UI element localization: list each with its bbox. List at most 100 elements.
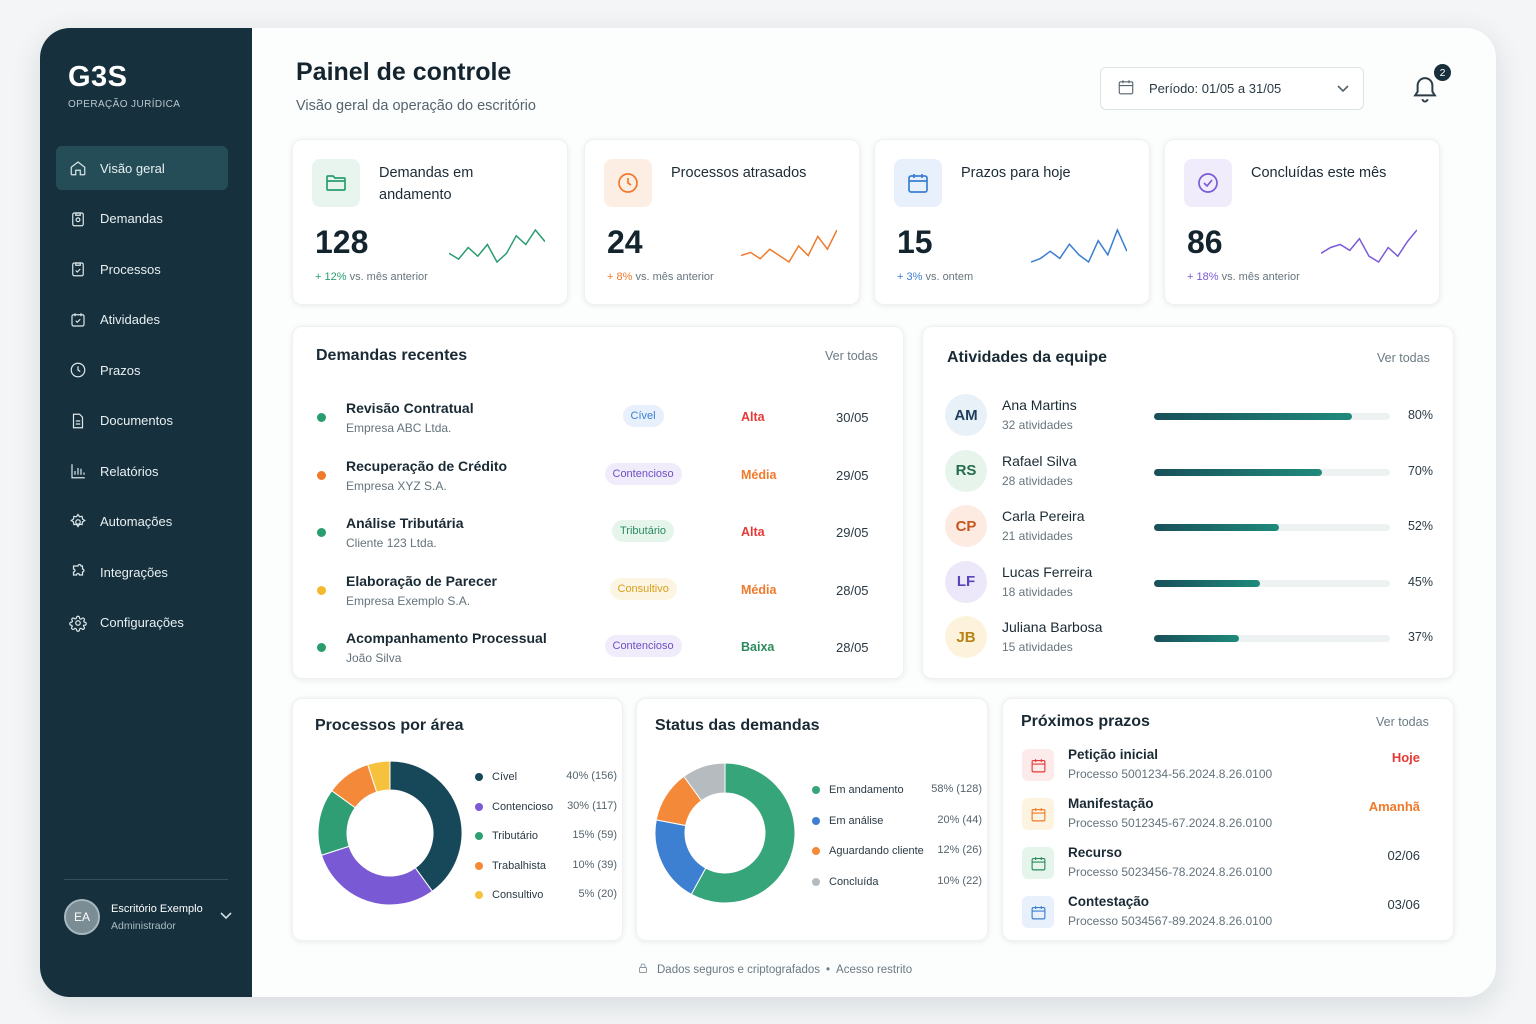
legend-label: Em análise [829, 814, 884, 827]
recent-demands-see-all-link[interactable]: Ver todas [825, 349, 878, 363]
stat-card[interactable]: Demandas em andamento 128 + 12% vs. mês an… [292, 139, 568, 305]
stat-value: 128 [315, 224, 369, 260]
legend-item: Consultivo [475, 888, 543, 902]
donut-slice-concluída[interactable] [683, 763, 726, 802]
status-dot [317, 528, 326, 537]
sidebar-item-8[interactable]: Integrações [56, 550, 228, 594]
legend-item: Contencioso [475, 800, 553, 814]
sidebar-divider [64, 879, 228, 880]
legend-dot [475, 861, 483, 870]
member-name: Ana Martins [1002, 397, 1077, 413]
sparkline [741, 229, 837, 264]
legend-value: 10% (39) [572, 858, 617, 871]
legend-value: 15% (59) [572, 829, 617, 841]
period-select[interactable]: Período: 01/05 a 31/05 [1100, 67, 1364, 110]
user-name: Escritório Exemplo [111, 902, 203, 915]
deadline-process: Processo 5023456-78.2024.8.26.0100 [1068, 865, 1273, 879]
user-menu[interactable]: EA Escritório Exemplo Administrador [64, 899, 232, 935]
team-member-row[interactable]: LF Lucas Ferreira 18 atividades 45% [923, 559, 1453, 607]
progress-fill [1154, 579, 1261, 587]
legend-item: Trabalhista [475, 859, 546, 873]
stat-change: + 3% vs. ontem [897, 271, 973, 283]
deadline-row[interactable]: Petição inicial Processo 5001234-56.2024.… [1003, 747, 1453, 791]
security-text: Dados seguros e criptografados [657, 963, 821, 976]
member-name: Carla Pereira [1002, 508, 1085, 524]
team-activities-title: Atividades da equipe [947, 349, 1108, 366]
demand-client: João Silva [346, 651, 402, 665]
table-row[interactable]: Acompanhamento Processual João Silva Conte… [293, 624, 903, 676]
sidebar-item-7[interactable]: Automações [56, 500, 228, 544]
home-icon [68, 158, 88, 178]
area-tag: Cível [622, 405, 664, 427]
donut-slice-consultivo[interactable] [367, 761, 391, 793]
deadline-process: Processo 5034567-89.2024.8.26.0100 [1068, 914, 1273, 928]
area-tag: Consultivo [609, 577, 677, 600]
sidebar-item-5[interactable]: Documentos [56, 399, 228, 443]
user-role: Administrador [111, 919, 176, 932]
sidebar-item-4[interactable]: Prazos [56, 348, 228, 392]
sidebar-item-6[interactable]: Relatórios [56, 449, 228, 493]
stat-change: + 12% vs. mês anterior [315, 271, 428, 283]
team-member-row[interactable]: CP Carla Pereira 21 atividades 52% [923, 503, 1453, 551]
stat-label: Processos atrasados [671, 165, 807, 181]
sidebar-item-label: Demandas [100, 211, 163, 226]
deadline-date: 02/06 [1387, 848, 1420, 863]
deadline-row[interactable]: Recurso Processo 5023456-78.2024.8.26.010… [1003, 845, 1453, 889]
calendar-icon [1022, 749, 1054, 781]
table-row[interactable]: Recuperação de Crédito Empresa XYZ S.A. Co… [293, 452, 903, 504]
calendar-icon [1022, 798, 1054, 830]
team-member-row[interactable]: RS Rafael Silva 28 atividades 70% [923, 448, 1453, 496]
table-row[interactable]: Revisão Contratual Empresa ABC Ltda. Cível… [293, 394, 903, 446]
deadline-title: Petição inicial [1068, 747, 1159, 762]
notifications-button[interactable] [1410, 72, 1440, 106]
deadline-row[interactable]: Manifestação Processo 5012345-67.2024.8.2… [1003, 796, 1453, 840]
team-see-all-link[interactable]: Ver todas [1377, 351, 1430, 365]
status-donut-chart [655, 763, 795, 903]
bar-chart-icon [68, 461, 88, 481]
legend-value: 5% (20) [578, 888, 617, 900]
donut-slice-em-andamento[interactable] [690, 763, 795, 903]
sidebar-item-0[interactable]: Visão geral [56, 146, 228, 190]
legend-dot [812, 877, 820, 886]
sidebar-item-2[interactable]: Processos [56, 247, 228, 291]
team-activities-card: Atividades da equipe Ver todas AM Ana Mar… [922, 326, 1454, 679]
table-row[interactable]: Elaboração de Parecer Empresa Exemplo S.A… [293, 567, 903, 619]
avatar: EA [64, 899, 100, 935]
team-member-row[interactable]: JB Juliana Barbosa 15 atividades 37% [923, 614, 1453, 662]
areas-card: Processos por área Cível 40% (156) Contenc… [292, 698, 623, 941]
legend-label: Concluída [829, 875, 879, 888]
sidebar-nav: Visão geral Demandas Processos Atividades Pr… [56, 146, 228, 651]
sidebar-item-9[interactable]: Configurações [56, 601, 228, 645]
donut-slice-contencioso[interactable] [320, 845, 434, 905]
deadlines-see-all-link[interactable]: Ver todas [1376, 715, 1429, 729]
donut-slice-cível[interactable] [389, 761, 462, 892]
demand-client: Empresa XYZ S.A. [346, 478, 447, 493]
team-member-row[interactable]: AM Ana Martins 32 atividades 80% [923, 392, 1453, 440]
sidebar-item-label: Visão geral [100, 160, 165, 176]
table-row[interactable]: Análise Tributária Cliente 123 Ltda. Tribu… [293, 509, 903, 561]
brand-tagline: OPERAÇÃO JURÍDICA [68, 99, 181, 110]
stat-card[interactable]: Concluídas este mês 86 + 18% vs. mês anter… [1164, 139, 1440, 305]
demand-title: Elaboração de Parecer [346, 572, 497, 589]
sidebar-item-3[interactable]: Atividades [56, 298, 228, 342]
demand-title: Análise Tributária [346, 515, 464, 531]
deadline-row[interactable]: Contestação Processo 5034567-89.2024.8.26… [1003, 894, 1453, 938]
clipboard-icon [68, 209, 88, 229]
legend-label: Trabalhista [492, 859, 547, 872]
sidebar-item-1[interactable]: Demandas [56, 197, 228, 241]
legend-value: 12% (26) [937, 844, 982, 856]
sidebar-item-label: Configurações [100, 615, 184, 630]
member-activities: 21 atividades [1002, 529, 1073, 543]
avatar: CP [945, 505, 987, 547]
period-label: Período: 01/05 a 31/05 [1149, 81, 1282, 96]
chevron-down-icon[interactable] [220, 911, 232, 923]
progress-fill [1154, 524, 1280, 531]
sidebar: G3S OPERAÇÃO JURÍDICA Visão geral Demanda… [40, 28, 252, 997]
avatar: RS [945, 449, 987, 492]
stat-card[interactable]: Processos atrasados 24 + 8% vs. mês anteri… [584, 139, 860, 305]
page-subtitle: Visão geral da operação do escritório [296, 98, 536, 114]
stat-card[interactable]: Prazos para hoje 15 + 3% vs. ontem [874, 139, 1150, 305]
calendar-icon [894, 159, 942, 207]
clock-icon [604, 159, 652, 207]
stat-change-value: + 18% [1187, 271, 1219, 283]
